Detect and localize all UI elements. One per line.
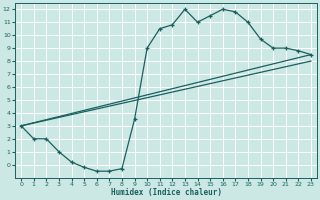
X-axis label: Humidex (Indice chaleur): Humidex (Indice chaleur): [110, 188, 221, 197]
